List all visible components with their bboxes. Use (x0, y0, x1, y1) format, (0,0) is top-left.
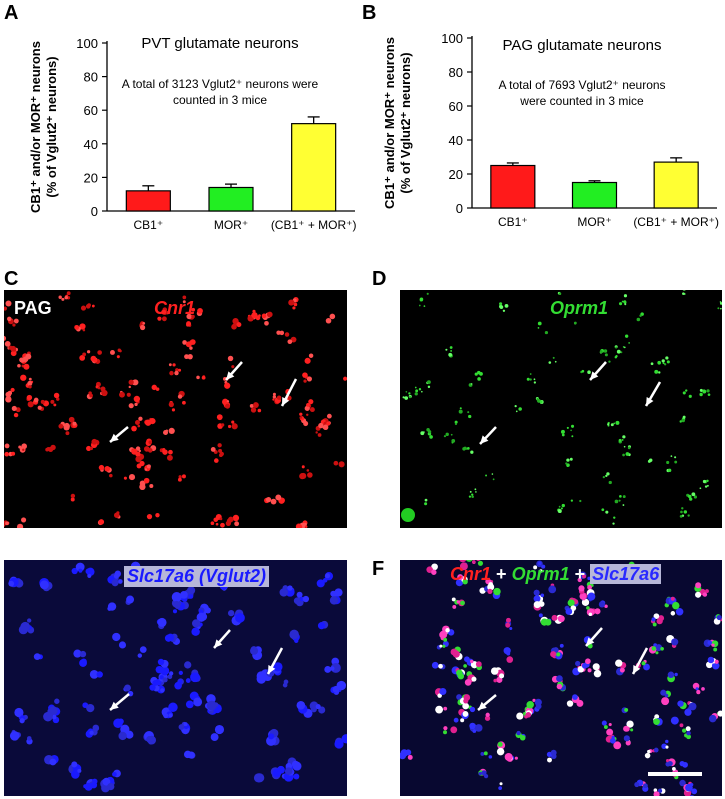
scale-bar (648, 772, 702, 776)
y-tick-label: 40 (449, 133, 463, 148)
gene-label-slc17a6-merged: Slc17a6 (590, 564, 662, 584)
gene-label-oprm1-merged: Oprm1 (511, 564, 570, 584)
white-arrow (266, 647, 284, 675)
gene-label-cnr1-merged: Cnr1 (450, 564, 492, 584)
plus-sign: + (496, 564, 507, 584)
y-axis-label: CB1⁺ and/or MOR⁺ neurons (382, 37, 397, 209)
signal-speckles (4, 291, 347, 528)
bar (125, 190, 171, 212)
bar (571, 181, 618, 209)
slc17a6-signal-image (8, 561, 347, 793)
merged-label: Cnr1 + Oprm1 + Slc17a6 (450, 564, 662, 585)
y-tick-label: 80 (84, 70, 98, 85)
white-arrow (589, 361, 607, 381)
x-tick-label: CB1⁺ (498, 215, 528, 229)
y-tick-label: 60 (84, 103, 98, 118)
white-arrow (213, 629, 231, 649)
panel-letter-b: B (362, 2, 377, 24)
x-tick-label: CB1⁺ (133, 218, 163, 232)
x-tick-label: MOR⁺ (577, 215, 611, 229)
y-tick-label: 40 (84, 137, 98, 152)
bar (291, 123, 337, 212)
bar-chart-pvt: 0 20 40 60 80 100 CB1⁺ and/or MOR⁺ neurons (% o… (28, 35, 357, 232)
white-arrow (479, 426, 497, 445)
y-tick-label: 20 (449, 167, 463, 182)
panel-letter-f: F (372, 558, 385, 580)
white-arrow (225, 361, 243, 381)
y-tick-label: 0 (91, 204, 98, 219)
signal-speckles (402, 290, 722, 525)
panel-letter-c: C (4, 268, 19, 290)
bar-chart-pag: 0 20 40 60 80 100 CB1⁺ and/or MOR⁺ neurons (% o… (382, 31, 719, 229)
white-arrow (477, 694, 497, 711)
x-tick-label: (CB1⁺ + MOR⁺) (271, 218, 357, 232)
panel-letter-d: D (372, 268, 387, 290)
bar (653, 161, 699, 209)
chart-title: PAG glutamate neurons (503, 37, 662, 54)
chart-annotation: counted in 3 mice (173, 93, 267, 107)
y-tick-label: 20 (84, 170, 98, 185)
signal-blob (401, 508, 415, 522)
signal-speckles (8, 561, 347, 793)
y-tick-label: 60 (449, 99, 463, 114)
white-arrow (109, 693, 130, 711)
bar (490, 164, 536, 209)
gene-label-cnr1: Cnr1 (154, 298, 196, 318)
white-arrow (644, 381, 662, 407)
x-tick-label: (CB1⁺ + MOR⁺) (633, 215, 719, 229)
cnr1-signal-image (4, 291, 347, 528)
chart-annotation: A total of 7693 Vglut2⁺ neurons (498, 78, 665, 92)
y-axis-label: (% of Vglut2⁺ neurons) (398, 52, 413, 193)
micrograph-slc17a6: Slc17a6 (Vglut2) (4, 560, 347, 796)
chart-annotation: were counted in 3 mice (519, 94, 644, 108)
white-arrow (280, 378, 298, 407)
white-arrow (585, 627, 603, 647)
y-tick-label: 100 (76, 36, 98, 51)
white-arrow (631, 647, 649, 675)
merged-signal-image (400, 560, 722, 796)
y-axis-label: CB1⁺ and/or MOR⁺ neurons (28, 41, 43, 213)
x-tick-label: MOR⁺ (214, 218, 248, 232)
chart-annotation: A total of 3123 Vglut2⁺ neurons were (122, 77, 319, 91)
micrograph-pag-cnr1: PAG Cnr1 (4, 290, 347, 528)
panel-letter-a: A (4, 2, 19, 24)
bar (208, 186, 254, 212)
oprm1-signal-image (401, 290, 722, 525)
white-arrow (109, 426, 129, 443)
y-tick-label: 100 (441, 31, 463, 46)
y-tick-label: 0 (456, 201, 463, 216)
signal-speckles (400, 560, 722, 796)
y-axis-label: (% of Vglut2⁺ neurons) (44, 56, 59, 197)
plus-sign: + (574, 564, 586, 584)
micrograph-oprm1: Oprm1 (400, 290, 722, 528)
micrograph-merged: Cnr1 + Oprm1 + Slc17a6 (400, 560, 722, 796)
chart-title: PVT glutamate neurons (141, 35, 298, 52)
gene-label-slc17a6: Slc17a6 (Vglut2) (124, 566, 270, 587)
region-label: PAG (14, 298, 52, 318)
y-tick-label: 80 (449, 65, 463, 80)
gene-label-oprm1: Oprm1 (550, 298, 609, 318)
